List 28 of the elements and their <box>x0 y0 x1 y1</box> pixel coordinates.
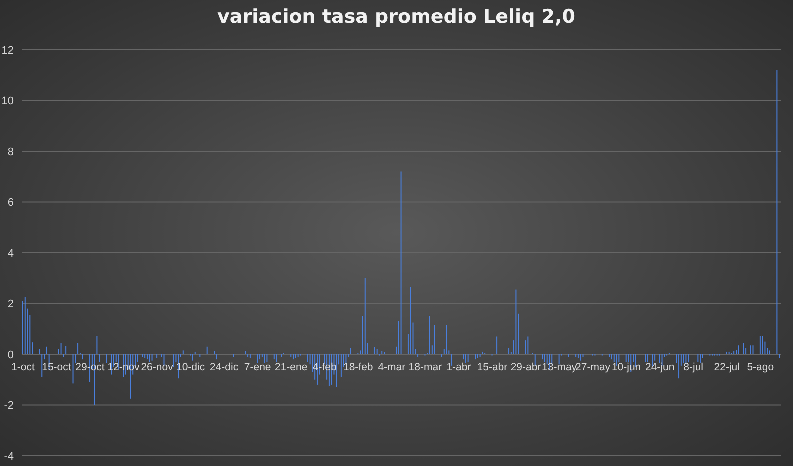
x-tick-label: 8-jul <box>684 362 704 374</box>
x-tick-label: 15-oct <box>42 362 72 374</box>
x-tick-label: 24-dic <box>210 362 239 374</box>
x-tick-label: 21-ene <box>275 362 308 374</box>
x-tick-label: 7-ene <box>244 362 272 374</box>
y-tick-label: 12 <box>2 44 14 57</box>
x-tick-label: 15-abr <box>477 362 508 374</box>
x-tick-label: 26-nov <box>141 362 174 374</box>
y-tick-label: -2 <box>4 400 14 412</box>
x-tick-label: 18-feb <box>344 362 374 374</box>
x-tick-label: 27-may <box>576 362 612 374</box>
x-tick-label: 18-mar <box>408 362 443 374</box>
y-tick-label: -4 <box>4 450 14 463</box>
x-tick-label: 1-abr <box>446 362 472 374</box>
y-tick-label: 4 <box>8 248 14 260</box>
chart-title: variacion tasa promedio Leliq 2,0 <box>216 6 576 28</box>
y-tick-label: 0 <box>8 349 14 362</box>
x-tick-label: 1-oct <box>12 362 35 374</box>
y-tick-label: 10 <box>2 96 14 108</box>
y-tick-label: 6 <box>8 197 14 210</box>
x-tick-label: 24-jun <box>645 362 675 374</box>
x-tick-label: 22-jul <box>714 362 740 374</box>
y-tick-label: 8 <box>8 146 14 158</box>
x-tick-label: 29-abr <box>510 362 542 374</box>
x-tick-label: 5-ago <box>747 362 774 374</box>
y-tick-label: 2 <box>8 298 14 311</box>
x-tick-label: 13-may <box>542 362 578 374</box>
x-tick-label: 4-mar <box>378 362 406 374</box>
